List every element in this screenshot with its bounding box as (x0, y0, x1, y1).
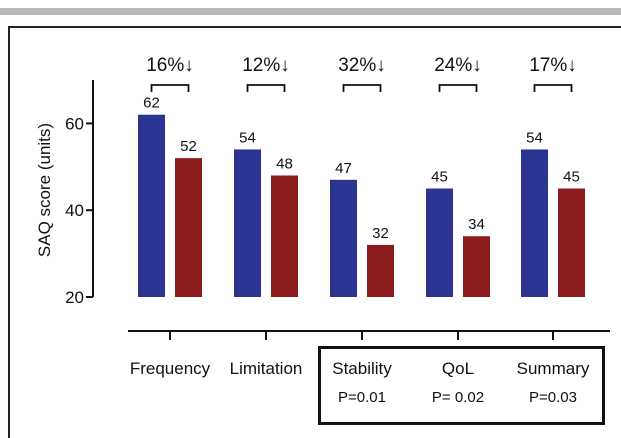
p-value-label: P= 0.02 (432, 389, 484, 406)
change-bracket (150, 84, 190, 92)
bar-value-label: 34 (468, 216, 485, 233)
bar-value-label: 62 (143, 95, 160, 112)
bar-limitation-series-1 (234, 149, 261, 297)
bar-stability-series-2 (367, 244, 394, 297)
change-bracket (246, 84, 286, 92)
y-tick-label: 20 (65, 288, 84, 307)
bar-value-label: 47 (335, 160, 352, 177)
p-value-box (318, 346, 605, 425)
bar-value-label: 52 (180, 138, 197, 155)
p-value-label: P=0.03 (529, 389, 577, 406)
change-bracket (438, 84, 478, 92)
y-tick-label: 40 (65, 201, 84, 220)
p-value-label: P=0.01 (338, 389, 386, 406)
bar-qol-series-1 (426, 188, 453, 297)
change-label: 12%↓ (242, 55, 290, 76)
bar-value-label: 48 (276, 155, 293, 172)
bar-frequency-series-1 (138, 114, 165, 297)
y-axis-label: SAQ score (units) (35, 123, 54, 257)
change-bracket (533, 84, 573, 92)
change-label: 32%↓ (338, 55, 386, 76)
y-tick-label: 60 (65, 114, 84, 133)
bar-value-label: 45 (431, 169, 448, 186)
bar-value-label: 54 (526, 129, 543, 146)
bar-value-label: 54 (239, 129, 256, 146)
x-category-label: Frequency (130, 359, 211, 378)
x-category-label: Stability (332, 359, 392, 378)
figure-frame (8, 26, 621, 438)
bar-value-label: 45 (563, 169, 580, 186)
x-category-label: QoL (442, 359, 474, 378)
change-bracket (342, 84, 382, 92)
bars-layer (138, 114, 585, 297)
bar-summary-series-2 (558, 188, 585, 297)
axis-layer: 20 40 60 SAQ score (units) (35, 80, 610, 340)
x-category-label: Summary (517, 359, 590, 378)
bar-frequency-series-2 (175, 158, 202, 297)
labels-layer: 62 52 Frequency 16%↓ 54 48 Limitation 12%↓ 47 32 S… (130, 55, 590, 406)
x-category-label: Limitation (230, 359, 303, 378)
change-label: 24%↓ (434, 55, 482, 76)
bar-stability-series-1 (330, 179, 357, 297)
top-divider-bar (0, 8, 621, 15)
bar-summary-series-1 (521, 149, 548, 297)
bar-qol-series-2 (463, 236, 490, 297)
change-label: 17%↓ (529, 55, 577, 76)
bar-value-label: 32 (372, 225, 389, 242)
change-label: 16%↓ (146, 55, 194, 76)
bar-limitation-series-2 (271, 175, 298, 297)
